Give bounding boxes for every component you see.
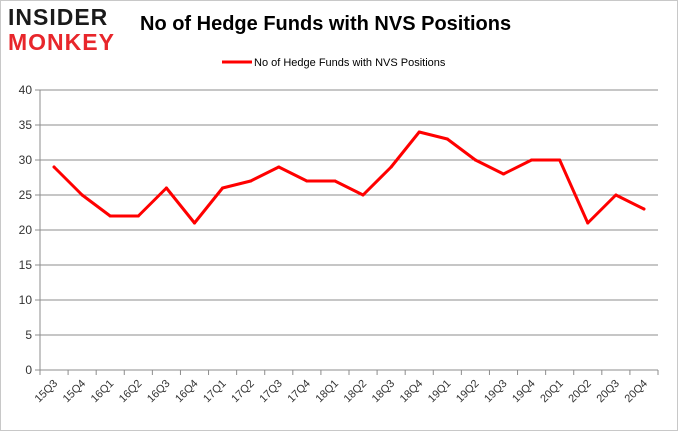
y-tick-label: 10 xyxy=(19,293,33,307)
data-point xyxy=(52,165,56,169)
data-point xyxy=(249,179,253,183)
data-point xyxy=(136,214,140,218)
legend-label: No of Hedge Funds with NVS Positions xyxy=(254,57,446,69)
x-tick-label: 16Q2 xyxy=(117,378,145,406)
legend: No of Hedge Funds with NVS Positions xyxy=(222,57,446,69)
x-tick-label: 17Q2 xyxy=(229,378,257,406)
x-tick-label: 17Q3 xyxy=(257,378,285,406)
y-tick-label: 15 xyxy=(19,258,33,272)
series-group xyxy=(52,130,646,225)
y-tick-label: 20 xyxy=(19,223,33,237)
x-tick-label: 18Q1 xyxy=(314,378,342,406)
data-point xyxy=(642,207,646,211)
x-tick-label: 16Q3 xyxy=(145,378,173,406)
series-line xyxy=(52,130,646,225)
y-tick-label: 5 xyxy=(25,328,32,342)
x-tick-label: 18Q4 xyxy=(398,378,426,406)
x-tick-label: 18Q3 xyxy=(370,378,398,406)
x-tick-label: 20Q2 xyxy=(566,378,594,406)
x-tick-label: 16Q1 xyxy=(89,378,117,406)
data-point xyxy=(164,186,168,190)
x-tick-label: 20Q1 xyxy=(538,378,566,406)
chart-title: No of Hedge Funds with NVS Positions xyxy=(140,13,512,35)
x-tick-label: 20Q3 xyxy=(594,378,622,406)
data-point xyxy=(305,179,309,183)
y-tick-label: 30 xyxy=(19,153,33,167)
x-tick-label: 19Q2 xyxy=(454,378,482,406)
data-point xyxy=(221,186,225,190)
x-tick-label: 15Q4 xyxy=(61,378,89,406)
x-tick-label: 15Q3 xyxy=(33,378,61,406)
data-point xyxy=(193,221,196,225)
data-point xyxy=(277,165,281,169)
y-tick-label: 35 xyxy=(19,118,33,132)
data-point xyxy=(530,158,534,162)
data-point xyxy=(80,193,84,197)
y-axis-ticks: 0 5 10 15 20 25 30 35 40 xyxy=(19,83,40,377)
y-tick-label: 0 xyxy=(25,363,32,377)
data-point xyxy=(333,179,337,183)
x-tick-label: 19Q3 xyxy=(482,378,510,406)
x-tick-label: 16Q4 xyxy=(173,378,201,406)
data-point xyxy=(502,172,505,176)
x-tick-label: 17Q1 xyxy=(201,378,229,406)
x-tick-label: 19Q4 xyxy=(510,378,538,406)
x-tick-label: 17Q4 xyxy=(285,378,313,406)
data-point xyxy=(108,214,112,218)
data-point xyxy=(558,158,562,162)
logo-line-1: INSIDER xyxy=(8,4,109,30)
gridlines xyxy=(40,89,658,336)
data-point xyxy=(586,221,590,225)
logo-line-2: MONKEY xyxy=(8,29,115,55)
x-tick-label: 19Q1 xyxy=(426,378,454,406)
y-tick-label: 25 xyxy=(19,188,33,202)
insider-monkey-logo: INSIDER MONKEY xyxy=(8,6,126,56)
y-tick-label: 40 xyxy=(19,83,33,97)
data-point xyxy=(361,193,365,197)
data-point xyxy=(417,130,421,134)
data-point xyxy=(473,158,477,162)
x-tick-label: 18Q2 xyxy=(342,378,370,406)
x-axis-ticks: 15Q3 15Q4 16Q1 16Q2 16Q3 16Q4 17Q1 17Q2 17Q3 17Q4… xyxy=(33,370,659,406)
data-point xyxy=(614,193,618,197)
x-tick-label: 20Q4 xyxy=(623,378,651,406)
data-point xyxy=(445,137,449,141)
data-point xyxy=(389,165,393,169)
